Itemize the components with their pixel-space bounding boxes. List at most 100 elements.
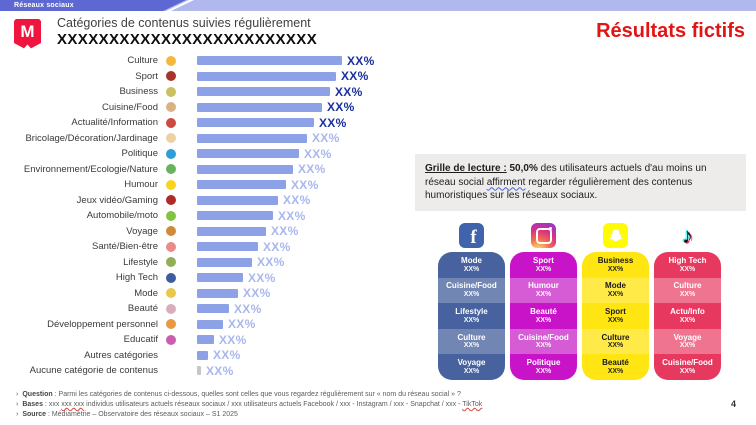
bar (197, 304, 229, 314)
instagram-icon (531, 223, 556, 248)
bar (197, 164, 293, 174)
footnote-question: › Question : Parmi les catégories de con… (16, 390, 740, 400)
bar-area: XX% (197, 286, 271, 300)
bricolage-decoration-jardinage-icon (166, 133, 176, 144)
instagram-icon-cell (510, 222, 577, 249)
ranking-category: Actu/Info (670, 307, 705, 317)
category-icon-cell (158, 210, 184, 221)
bar-value-label: XX% (213, 348, 241, 363)
bar (197, 71, 336, 81)
category-icon-cell (158, 179, 184, 190)
ranking-category: Voyage (457, 358, 486, 368)
chart-row: Humour XX% (0, 177, 375, 193)
bar (197, 366, 201, 376)
ranking-value: XX% (607, 342, 624, 350)
chart-row: Santé/Bien-être XX% (0, 239, 375, 255)
ranking-cell: Politique XX% (510, 354, 577, 380)
slide-title: Catégories de contenus suivies régulière… (57, 16, 311, 30)
ranking-cell: Cuisine/Food XX% (654, 354, 721, 380)
ranking-value: XX% (607, 316, 624, 324)
culture-icon (166, 55, 176, 66)
ranking-value: XX% (679, 368, 696, 376)
bar (197, 180, 286, 190)
ranking-category: High Tech (668, 255, 707, 265)
category-icon-cell (158, 117, 184, 128)
instagram-ranking-column: Sport XX% Humour XX% Beauté XX% Cuisine/Food XX… (510, 252, 577, 380)
category-label: Humour (124, 179, 158, 191)
cuisine-food-icon (166, 102, 176, 113)
category-icon-cell (158, 71, 184, 82)
bar-value-label: XX% (271, 224, 299, 239)
footnote-bullet: › (16, 401, 19, 408)
ranking-category: Sport (533, 255, 554, 265)
tiktok-ranking-column: High Tech XX% Culture XX% Actu/Info XX% Voyage… (654, 252, 721, 380)
voyage-icon (166, 226, 176, 237)
bar-value-label: XX% (327, 100, 355, 115)
actualite-information-icon (166, 117, 176, 128)
bar-value-label: XX% (304, 146, 332, 161)
ranking-cell: Beauté XX% (510, 303, 577, 329)
ranking-value: XX% (463, 368, 480, 376)
bar (197, 335, 214, 345)
ranking-value: XX% (679, 265, 696, 273)
chart-row: Jeux vidéo/Gaming XX% (0, 193, 375, 209)
bar-area: XX% (197, 69, 369, 83)
ranking-category: Cuisine/Food (662, 358, 713, 368)
category-label: Autres catégories (84, 349, 158, 361)
bar (197, 288, 238, 298)
bar (197, 87, 330, 97)
category-label: Cuisine/Food (102, 101, 158, 113)
question-label: Question (22, 391, 53, 398)
chart-row: Aucune catégorie de contenus XX% (0, 363, 375, 379)
instagram-camera-dot (549, 227, 552, 230)
facebook-icon: f (459, 223, 484, 248)
category-label: Culture (127, 55, 158, 67)
category-label: Jeux vidéo/Gaming (76, 194, 158, 206)
bar-value-label: XX% (248, 270, 276, 285)
ranking-value: XX% (535, 342, 552, 350)
category-label: Voyage (126, 225, 158, 237)
ranking-cell: Cuisine/Food XX% (438, 277, 505, 304)
ranking-cell: Cuisine/Food XX% (510, 328, 577, 355)
bar-area: XX% (197, 302, 262, 316)
category-label: Lifestyle (123, 256, 158, 268)
category-label: Santé/Bien-être (91, 241, 158, 253)
bar-value-label: XX% (298, 162, 326, 177)
category-icon-cell (158, 55, 184, 66)
ranking-value: XX% (535, 291, 552, 299)
source-text: : Médiamétrie – Observatoire des réseaux… (46, 411, 238, 418)
chart-row: Autres catégories XX% (0, 348, 375, 364)
bar (197, 257, 252, 267)
bar (197, 133, 307, 143)
ranking-cell: Voyage XX% (438, 354, 505, 380)
chart-row: Politique XX% (0, 146, 375, 162)
ranking-cell: Actu/Info XX% (654, 303, 721, 329)
ranking-value: XX% (679, 342, 696, 350)
category-icon-cell (158, 133, 184, 144)
ranking-value: XX% (679, 316, 696, 324)
top-ribbon-stripe (166, 0, 194, 11)
bar-value-label: XX% (243, 286, 271, 301)
chart-row: High Tech XX% (0, 270, 375, 286)
bar-area: XX% (197, 255, 285, 269)
snapchat-ranking-column: Business XX% Mode XX% Sport XX% Culture XX% Beau… (582, 252, 649, 380)
category-icon-cell (158, 86, 184, 97)
ranking-cell: Lifestyle XX% (438, 303, 505, 329)
ranking-cell: High Tech XX% (654, 252, 721, 278)
sante-bien-etre-icon (166, 241, 176, 252)
chart-row: Lifestyle XX% (0, 255, 375, 271)
bar-area: XX% (197, 116, 347, 130)
category-label: Bricolage/Décoration/Jardinage (25, 132, 158, 144)
chart-row: Cuisine/Food XX% (0, 100, 375, 116)
ranking-category: Cuisine/Food (446, 281, 497, 291)
reading-grid-box: Grille de lecture : 50,0% des utilisateu… (415, 154, 746, 211)
category-label: Automobile/moto (86, 210, 158, 222)
humour-icon (166, 179, 176, 190)
bar (197, 195, 278, 205)
categories-bar-chart: Culture XX% Sport XX% Business XX% Cuisine/Foo… (0, 53, 375, 379)
bar-area: XX% (197, 147, 332, 161)
bar-area: XX% (197, 100, 355, 114)
ranking-category: Culture (601, 332, 630, 342)
ranking-value: XX% (535, 265, 552, 273)
